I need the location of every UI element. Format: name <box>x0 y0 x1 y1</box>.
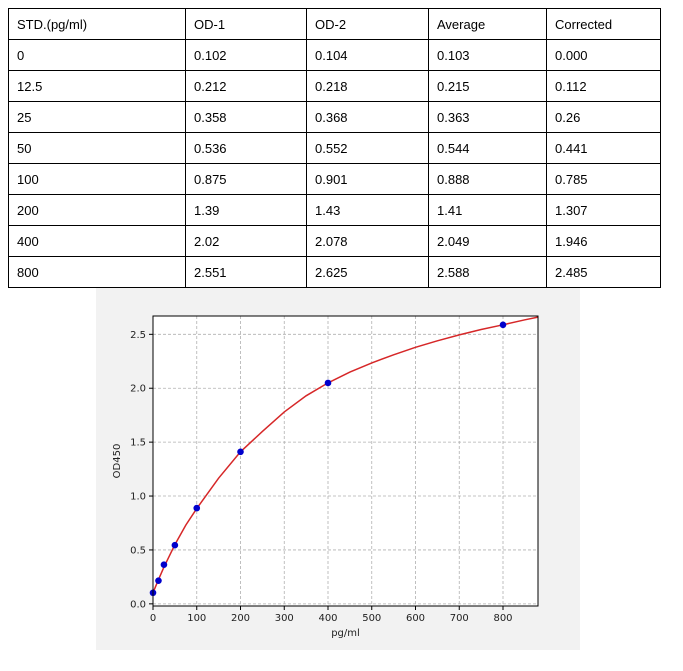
y-tick-label: 2.5 <box>130 330 146 341</box>
table-row: 0 0.102 0.104 0.103 0.000 <box>8 39 661 71</box>
table-row: 12.5 0.212 0.218 0.215 0.112 <box>8 70 661 102</box>
table-cell: 2.02 <box>185 225 307 257</box>
table-cell: 0.103 <box>428 39 547 71</box>
table-cell: 50 <box>8 132 186 164</box>
table-header-cell: Average <box>428 8 547 40</box>
table-cell: 1.946 <box>546 225 661 257</box>
data-point <box>499 321 507 329</box>
table-cell: 0.26 <box>546 101 661 133</box>
table-cell: 0.363 <box>428 101 547 133</box>
table-cell: 0.104 <box>306 39 429 71</box>
table-cell: 0.000 <box>546 39 661 71</box>
table-cell: 0.218 <box>306 70 429 102</box>
table-cell: 2.625 <box>306 256 429 288</box>
table-cell: 0.888 <box>428 163 547 195</box>
table-cell: 0.215 <box>428 70 547 102</box>
y-tick-label: 0.5 <box>130 545 146 556</box>
x-tick-label: 0 <box>150 613 156 624</box>
table-cell: 2.551 <box>185 256 307 288</box>
x-tick-label: 300 <box>275 613 294 624</box>
x-tick-label: 600 <box>406 613 425 624</box>
table-cell: 1.307 <box>546 194 661 226</box>
table-cell: 0.536 <box>185 132 307 164</box>
table-cell: 0.544 <box>428 132 547 164</box>
table-cell: 12.5 <box>8 70 186 102</box>
table-cell: 0.212 <box>185 70 307 102</box>
table-header-cell: STD.(pg/ml) <box>8 8 186 40</box>
table-cell: 0.368 <box>306 101 429 133</box>
table-cell: 200 <box>8 194 186 226</box>
table-cell: 0.785 <box>546 163 661 195</box>
table-header-cell: Corrected <box>546 8 661 40</box>
chart-svg: 0 100 200 300 400 500 600 700 800 0.0 0.5 1.0 1.5 2.0… <box>112 315 539 639</box>
plot-area <box>153 316 538 606</box>
table-cell: 2.049 <box>428 225 547 257</box>
table-row: 25 0.358 0.368 0.363 0.26 <box>8 101 661 133</box>
y-axis-label: OD450 <box>112 444 123 479</box>
table-header-cell: OD-2 <box>306 8 429 40</box>
table-row: 800 2.551 2.625 2.588 2.485 <box>8 256 661 288</box>
table-cell: 2.485 <box>546 256 661 288</box>
table-cell: 1.41 <box>428 194 547 226</box>
table-cell: 400 <box>8 225 186 257</box>
table-cell: 100 <box>8 163 186 195</box>
table-cell: 0.112 <box>546 70 661 102</box>
x-tick-label: 700 <box>450 613 469 624</box>
x-tick-label: 200 <box>231 613 250 624</box>
x-tick-label: 800 <box>493 613 512 624</box>
table-cell: 1.39 <box>185 194 307 226</box>
table-cell: 0.441 <box>546 132 661 164</box>
data-point <box>237 448 244 456</box>
table-cell: 0.102 <box>185 39 307 71</box>
standard-curve-table: STD.(pg/ml) OD-1 OD-2 Average Corrected 0 0.10… <box>8 8 661 288</box>
table-row: 50 0.536 0.552 0.544 0.441 <box>8 132 661 164</box>
table-cell: 2.078 <box>306 225 429 257</box>
table-cell: 0.901 <box>306 163 429 195</box>
data-point <box>171 541 179 549</box>
table-cell: 0.875 <box>185 163 307 195</box>
table-cell: 25 <box>8 101 186 133</box>
table-row: 200 1.39 1.43 1.41 1.307 <box>8 194 661 226</box>
y-tick-label: 0.0 <box>130 599 146 610</box>
plot-frame <box>152 315 539 607</box>
x-tick-label: 400 <box>318 613 337 624</box>
y-tick-label: 1.0 <box>130 492 146 503</box>
table-header-row: STD.(pg/ml) OD-1 OD-2 Average Corrected <box>8 8 661 40</box>
fit-curve-line <box>152 316 539 593</box>
x-axis-label: pg/ml <box>331 628 360 639</box>
table-cell: 2.588 <box>428 256 547 288</box>
table-cell: 0.358 <box>185 101 307 133</box>
data-point <box>193 504 201 512</box>
x-tick-label: 500 <box>362 613 381 624</box>
standard-curve-chart: 0 100 200 300 400 500 600 700 800 0.0 0.5 1.0 1.5 2.0… <box>96 288 580 650</box>
table-row: 400 2.02 2.078 2.049 1.946 <box>8 225 661 257</box>
data-point <box>324 379 332 387</box>
data-point <box>160 561 168 569</box>
table-cell: 0.552 <box>306 132 429 164</box>
table-cell: 0 <box>8 39 186 71</box>
table-cell: 800 <box>8 256 186 288</box>
table-header-cell: OD-1 <box>185 8 307 40</box>
y-tick-label: 1.5 <box>130 438 146 449</box>
table-cell: 1.43 <box>306 194 429 226</box>
table-row: 100 0.875 0.901 0.888 0.785 <box>8 163 661 195</box>
y-tick-label: 2.0 <box>130 384 146 395</box>
data-point <box>155 577 162 584</box>
x-tick-label: 100 <box>187 613 206 624</box>
